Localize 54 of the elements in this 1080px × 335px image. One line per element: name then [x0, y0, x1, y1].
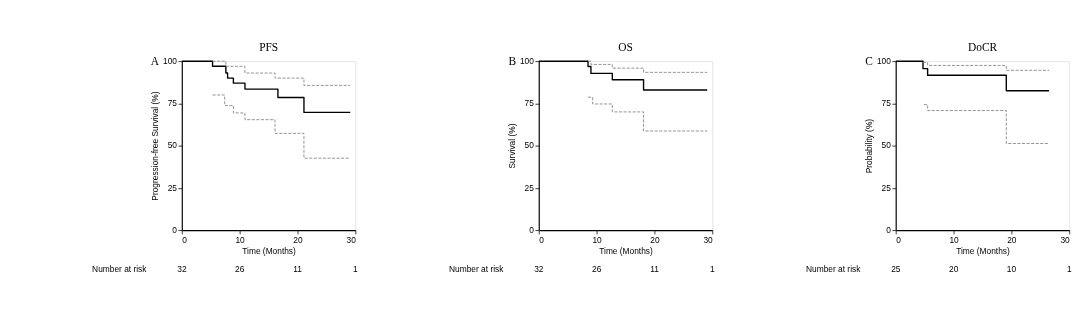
x-tick-label: 30 — [703, 234, 714, 245]
y-tick-label: 25 — [881, 182, 892, 193]
text: B — [508, 55, 517, 68]
x-tick-label: 30 — [1060, 234, 1071, 245]
text: 26 — [235, 264, 245, 275]
y-tick-label: 75 — [524, 98, 535, 109]
text: 10 — [1006, 264, 1017, 275]
x-tick-label: 10 — [949, 234, 960, 245]
x-tick-label: 0 — [182, 234, 188, 245]
y-tick-label: 100 — [163, 55, 178, 66]
text: 11 — [650, 264, 660, 275]
text: 11 — [293, 264, 303, 275]
y-tick-label: 25 — [167, 182, 178, 193]
y-axis-title: Survival (%) — [507, 123, 518, 169]
y-tick-label: 25 — [524, 182, 535, 193]
x-axis-title: Time (Months) — [956, 246, 1010, 257]
y-axis-title: Probability (%) — [864, 118, 875, 174]
y-tick-label: 0 — [172, 224, 178, 235]
text: 1 — [1067, 264, 1073, 275]
text: C — [865, 55, 873, 68]
y-tick-label: 0 — [886, 224, 892, 235]
y-tick-label: 0 — [529, 224, 535, 235]
y-axis-title: Progression-free Survival (%) — [150, 91, 161, 201]
x-tick-label: 10 — [592, 234, 603, 245]
y-tick-label: 50 — [881, 140, 892, 151]
text: 32 — [177, 264, 187, 275]
x-tick-label: 30 — [346, 234, 357, 245]
text: 25 — [891, 264, 901, 275]
text: 20 — [949, 264, 959, 275]
chart-title: DoCR — [968, 40, 998, 53]
text: Number at risk — [92, 264, 148, 275]
y-tick-label: 100 — [876, 55, 892, 66]
text: 26 — [592, 264, 602, 275]
x-axis-title: Time (Months) — [599, 246, 653, 257]
x-tick-label: 20 — [293, 234, 303, 245]
y-tick-label: 50 — [167, 140, 178, 151]
text: A — [150, 55, 160, 68]
x-tick-label: 20 — [650, 234, 660, 245]
x-tick-label: 0 — [539, 234, 545, 245]
chart-title: PFS — [259, 40, 279, 53]
y-tick-label: 75 — [881, 98, 892, 109]
y-tick-label: 100 — [519, 55, 535, 66]
x-tick-label: 0 — [896, 234, 902, 245]
x-axis-title: Time (Months) — [242, 246, 297, 257]
x-tick-label: 20 — [1007, 234, 1017, 245]
text: Number at risk — [449, 264, 505, 275]
x-tick-label: 10 — [235, 234, 246, 245]
y-tick-label: 50 — [524, 140, 535, 151]
text: Number at risk — [806, 264, 862, 275]
y-tick-label: 75 — [167, 98, 178, 109]
text: 1 — [710, 264, 716, 275]
chart-title: OS — [618, 40, 633, 53]
text: 1 — [353, 264, 359, 275]
text: 32 — [534, 264, 544, 275]
